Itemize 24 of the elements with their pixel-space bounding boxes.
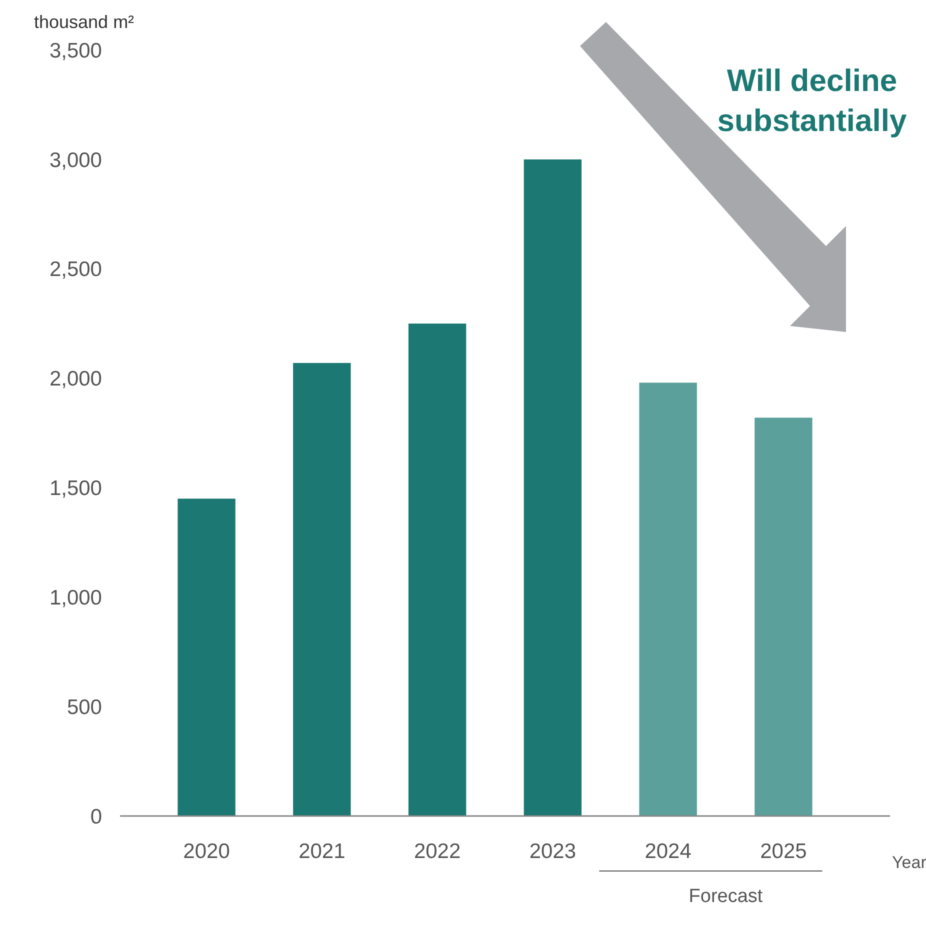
y-tick-label: 1,000 bbox=[49, 586, 102, 610]
bar bbox=[524, 159, 582, 816]
bar bbox=[408, 324, 466, 816]
y-tick-label: 2,500 bbox=[49, 258, 102, 282]
annotation: Will decline substantially bbox=[717, 63, 908, 138]
x-tick-label: 2020 bbox=[183, 840, 230, 863]
y-tick-label: 3,500 bbox=[49, 39, 102, 62]
x-axis-title: Year bbox=[892, 853, 926, 872]
bar bbox=[293, 362, 351, 816]
x-tick-label: 2021 bbox=[298, 840, 346, 863]
y-tick-label: 2,000 bbox=[49, 368, 102, 391]
bar bbox=[754, 418, 812, 816]
text: Forecast bbox=[688, 886, 764, 907]
y-tick-label: 1,500 bbox=[49, 477, 102, 500]
x-tick-label: 2022 bbox=[414, 840, 461, 863]
y-tick-label: 500 bbox=[66, 696, 102, 719]
y-tick-label: 0 bbox=[90, 805, 102, 828]
bar bbox=[639, 382, 697, 816]
y-axis-title: thousand m² bbox=[34, 12, 134, 32]
y-tick-label: 3,000 bbox=[49, 148, 102, 172]
x-tick-label: 2024 bbox=[644, 840, 692, 863]
bar bbox=[178, 498, 236, 816]
x-tick-label: 2023 bbox=[529, 840, 576, 863]
x-tick-label: 2025 bbox=[760, 840, 807, 863]
